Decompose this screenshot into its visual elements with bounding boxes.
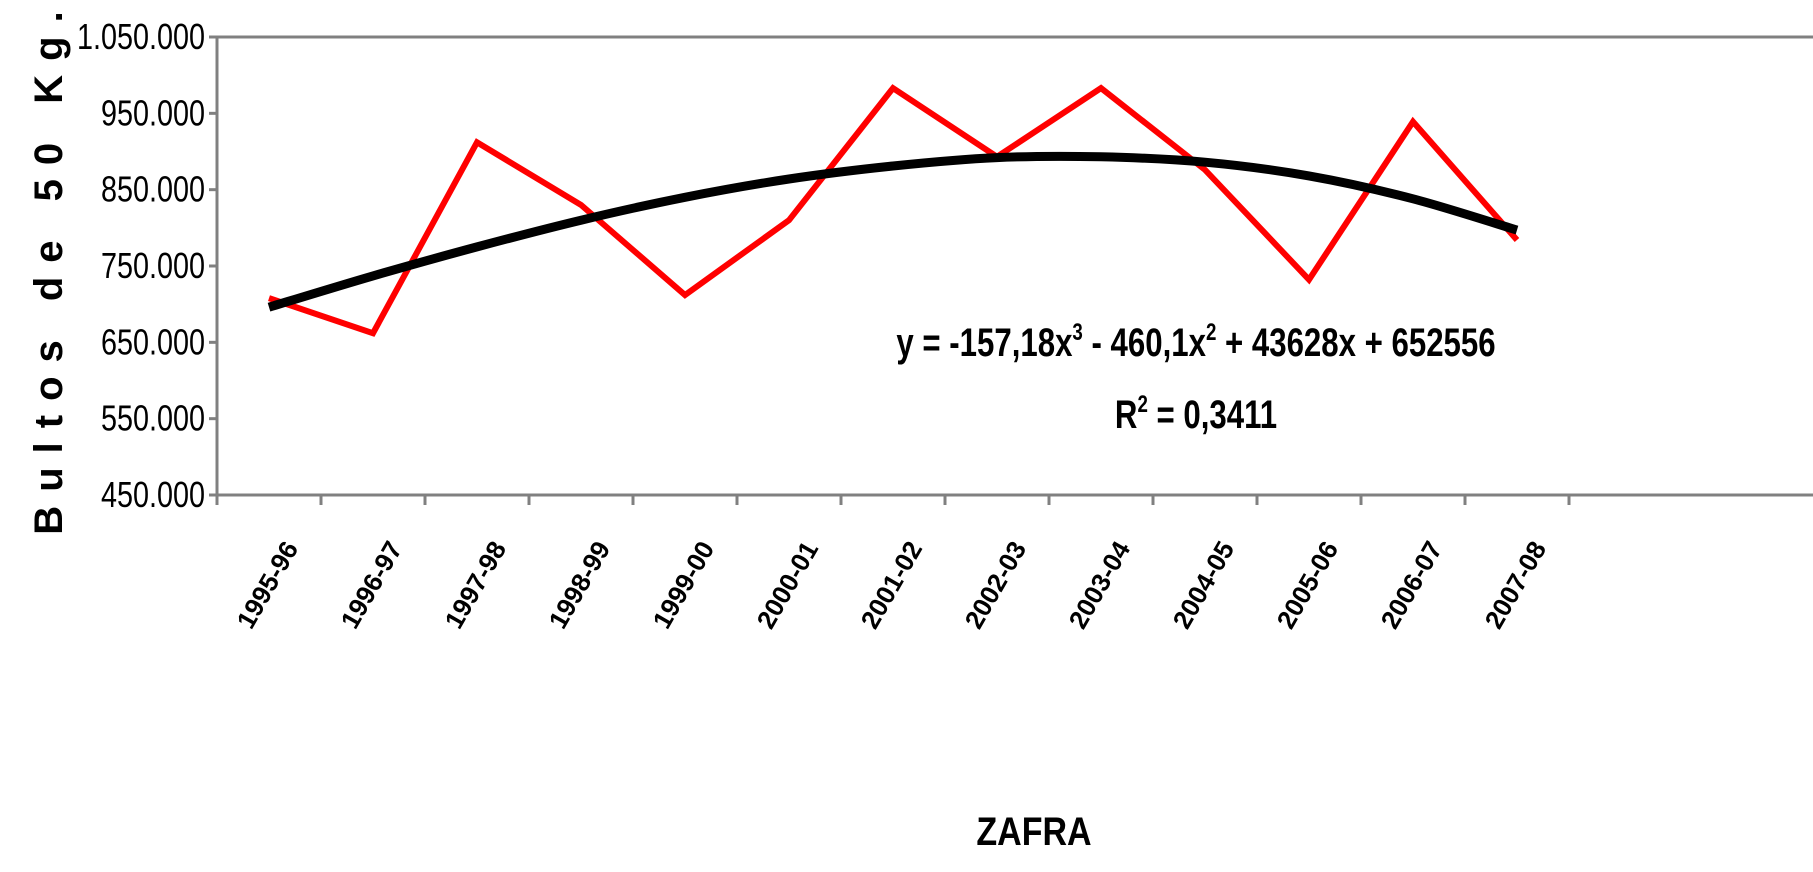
y-tick-label: 850.000 [101, 169, 205, 210]
x-tick-label: 1995-96 [231, 536, 305, 634]
y-tick-label: 650.000 [101, 321, 205, 362]
y-tick-label: 550.000 [101, 398, 205, 439]
trend-equation: y = -157,18x3 - 460,1x2 + 43628x + 65255… [896, 319, 1495, 365]
text-part: R [1115, 392, 1138, 437]
y-tick-label: 750.000 [101, 245, 205, 286]
x-tick-label: 2007-08 [1479, 536, 1553, 634]
x-tick-label: 1998-99 [543, 536, 617, 634]
x-tick-label: 2001-02 [855, 536, 929, 634]
text-part: = 0,3411 [1148, 392, 1277, 437]
x-tick-label: 2003-04 [1063, 536, 1137, 634]
y-axis-label: Bultos de 50 Kg. [27, 0, 71, 535]
superscript: 2 [1137, 391, 1147, 418]
superscript: 2 [1206, 319, 1216, 346]
x-tick-label: 1997-98 [439, 536, 513, 634]
x-tick-label: 1999-00 [647, 536, 721, 634]
x-axis-label: ZAFRA [976, 808, 1091, 853]
x-tick-label: 2005-06 [1271, 536, 1345, 634]
x-tick-label: 2006-07 [1375, 536, 1449, 634]
text-part: y = -157,18x [896, 320, 1072, 365]
y-tick-label: 950.000 [101, 92, 205, 133]
y-tick-label: 450.000 [101, 474, 205, 515]
x-tick-label: 2000-01 [751, 536, 825, 634]
text-part: + 43628x + 652556 [1216, 320, 1495, 365]
x-tick-label: 2004-05 [1167, 536, 1241, 634]
r-squared: R2 = 0,3411 [1115, 391, 1277, 437]
x-tick-label: 2002-03 [959, 536, 1033, 634]
text-part: - 460,1x [1083, 320, 1206, 365]
superscript: 3 [1072, 319, 1082, 346]
trend-line [267, 151, 1519, 312]
y-tick-label: 1.050.000 [77, 16, 205, 57]
data-line [268, 84, 1520, 337]
x-tick-label: 1996-97 [335, 536, 409, 634]
